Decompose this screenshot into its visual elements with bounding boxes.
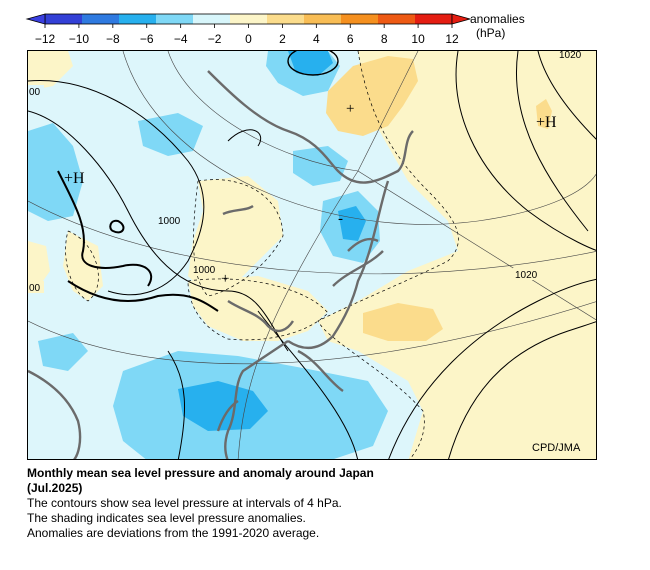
colorbar-swatch (45, 14, 83, 24)
contour-label: 1000 (193, 265, 216, 276)
caption-line: The contours show sea level pressure at … (27, 496, 342, 510)
colorbar-swatch (193, 14, 231, 24)
colorbar-swatch (82, 14, 120, 24)
anomaly-region-negative-strong (338, 206, 366, 241)
caption-title: Monthly mean sea level pressure and anom… (27, 466, 374, 480)
pressure-center-marker: + (221, 271, 229, 287)
colorbar-swatch (341, 14, 379, 24)
anomaly-region-positive (188, 276, 328, 341)
colorbar-swatch (415, 14, 453, 24)
caption-line: Anomalies are deviations from the 1991-2… (27, 526, 320, 540)
colorbar-tick-label: 0 (245, 32, 252, 46)
colorbar-tick-label: −2 (208, 32, 222, 46)
anomaly-region-positive (318, 51, 596, 459)
caption-period: (Jul.2025) (27, 481, 83, 495)
high-pressure-marker: +H (536, 114, 557, 131)
colorbar-tick-label: −4 (174, 32, 188, 46)
colorbar-right-arrow (451, 13, 472, 25)
contour-label: 1020 (515, 270, 538, 281)
colorbar-swatch (378, 14, 416, 24)
pressure-anomaly-map: 00 1000 1000 00 1020 1020 +H +H + + - CP… (27, 50, 597, 460)
colorbar-swatch (119, 14, 157, 24)
colorbar-tick-label: −12 (35, 32, 56, 46)
graticule (28, 51, 596, 459)
colorbar-tick-label: −6 (140, 32, 154, 46)
colorbar-tick-label: 12 (445, 32, 459, 46)
anomaly-region-positive-strong (363, 303, 443, 341)
anomaly-region-negative-strong (288, 51, 333, 76)
contour-label: 00 (29, 87, 41, 98)
colorbar-swatch (267, 14, 305, 24)
map-credit: CPD/JMA (532, 442, 581, 454)
colorbar-tick-label: 8 (381, 32, 388, 46)
low-pressure-marker: - (338, 211, 343, 227)
colorbar-swatch (304, 14, 342, 24)
anomaly-region-positive-strong (536, 99, 552, 129)
colorbar-tick-label: 4 (313, 32, 320, 46)
contour-label: 1000 (158, 216, 181, 227)
anomaly-region-positive-strong (326, 56, 418, 136)
colorbar-tick-label: 10 (411, 32, 425, 46)
colorbar-units-label: anomalies (470, 12, 525, 26)
anomaly-region-negative (138, 113, 203, 156)
isobar-contours (28, 51, 596, 459)
isobar-1000hpa (57, 170, 219, 312)
colorbar-left-arrow (25, 13, 46, 25)
anomaly-colorbar: −12 −10 −8 −6 −4 −2 0 2 4 6 8 10 12 anomalies (hPa) (0, 0, 650, 48)
colorbar-tick-label: −10 (69, 32, 90, 46)
high-pressure-marker: +H (64, 170, 85, 187)
colorbar-tick-label: 6 (347, 32, 354, 46)
pressure-center-marker: + (346, 101, 354, 117)
colorbar-swatch (156, 14, 194, 24)
colorbar-tick-label: 2 (279, 32, 286, 46)
anomaly-region-negative (38, 333, 88, 371)
colorbar-graphic: −12 −10 −8 −6 −4 −2 0 2 4 6 8 10 12 (25, 13, 472, 46)
colorbar-tick-label: −8 (106, 32, 120, 46)
colorbar-swatch (230, 14, 268, 24)
contour-label: 1020 (559, 51, 582, 61)
anomaly-region-positive (28, 241, 50, 291)
low-center-contour (287, 51, 339, 76)
coastlines (28, 70, 414, 459)
anomaly-region-negative (293, 146, 348, 186)
colorbar-units: (hPa) (476, 26, 506, 40)
anomaly-region-negative (28, 123, 83, 221)
anomaly-region-negative-strong (178, 381, 268, 431)
caption-line: The shading indicates sea level pressure… (27, 511, 306, 525)
contour-label: 00 (29, 283, 41, 294)
